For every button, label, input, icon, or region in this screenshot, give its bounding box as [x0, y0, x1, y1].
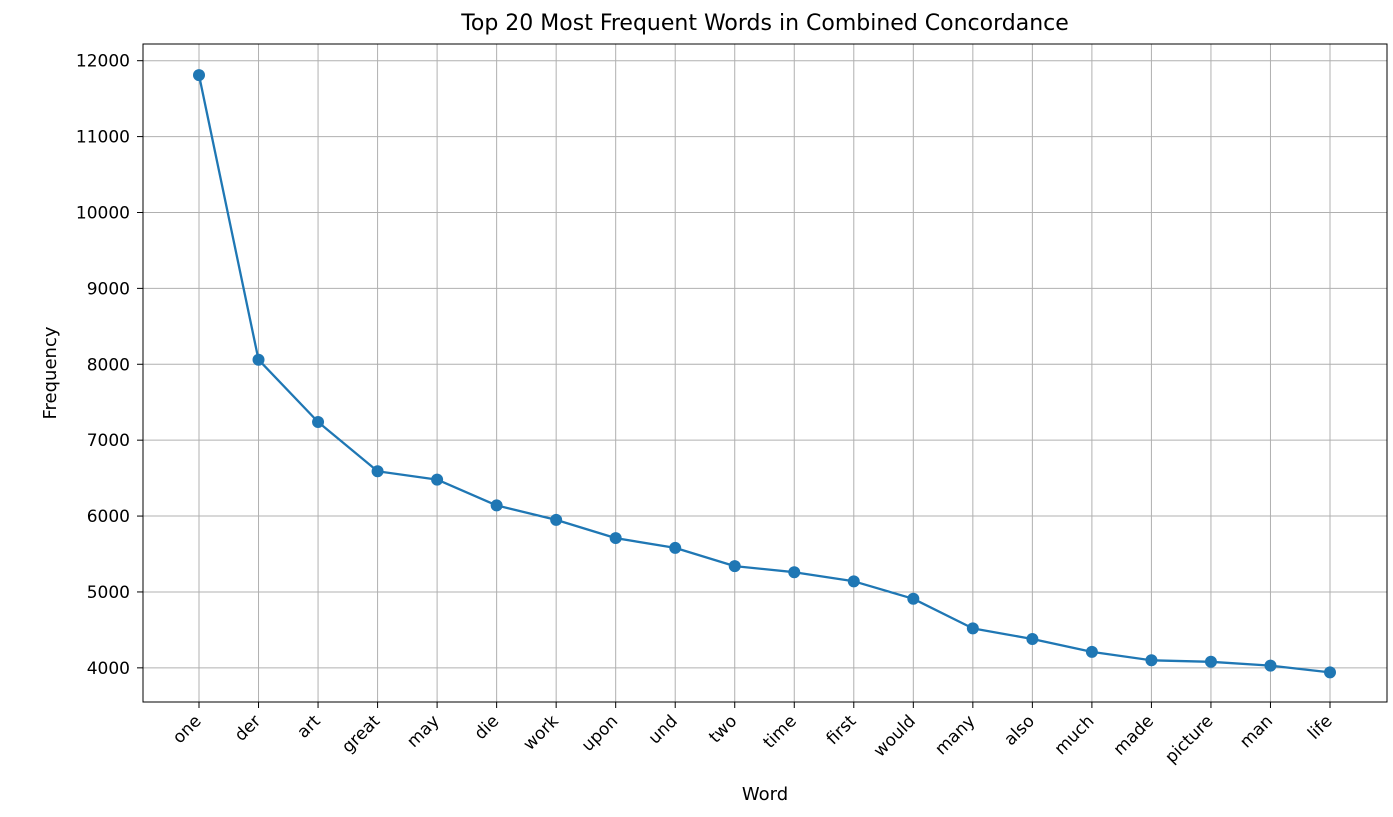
data-point-die: [490, 499, 503, 512]
x-tick-label: many: [931, 711, 979, 759]
data-point-und: [669, 541, 682, 554]
data-point-two: [728, 560, 741, 573]
data-point-may: [431, 473, 444, 486]
data-point-made: [1145, 654, 1158, 667]
series-line: [197, 74, 1331, 674]
data-point-work: [550, 513, 563, 526]
data-point-first: [847, 575, 860, 588]
x-tick-label: also: [1000, 711, 1038, 749]
y-axis: 4000 5000 6000 7000 8000 9000 10000 11000 12000: [76, 52, 143, 679]
x-tick-label: man: [1236, 711, 1277, 752]
y-tick-label: 12000: [76, 52, 130, 72]
data-point-der: [252, 353, 265, 366]
y-tick-label: 11000: [76, 128, 130, 148]
series-frequency: [193, 69, 1336, 679]
x-tick-label: made: [1110, 711, 1158, 759]
data-point-many: [966, 622, 979, 635]
x-tick-label: great: [338, 711, 384, 757]
x-tick-label: one: [169, 711, 206, 748]
x-tick-label: first: [823, 711, 861, 749]
grid-lines: [143, 44, 1387, 702]
chart-title: Top 20 Most Frequent Words in Combined C…: [460, 11, 1069, 36]
data-point-one: [193, 69, 205, 82]
x-tick-label: art: [293, 711, 324, 742]
data-point-life: [1324, 666, 1336, 679]
data-point-would: [907, 592, 920, 605]
x-tick-label: much: [1051, 711, 1099, 759]
y-tick-label: 8000: [87, 355, 130, 375]
data-point-time: [788, 566, 801, 579]
x-tick-label: may: [403, 711, 443, 751]
x-tick-label: upon: [578, 711, 622, 755]
data-point-art: [312, 415, 325, 428]
data-point-upon: [609, 532, 622, 545]
plot-area-frame: [142, 43, 1388, 703]
data-point-picture: [1204, 655, 1217, 668]
y-tick-label: 10000: [76, 203, 130, 223]
data-point-also: [1026, 633, 1039, 646]
y-axis-label: Frequency: [40, 326, 61, 419]
x-tick-label: und: [645, 711, 682, 748]
y-tick-label: 9000: [87, 279, 130, 299]
data-point-much: [1085, 645, 1098, 658]
data-point-great: [371, 465, 384, 478]
x-tick-label: picture: [1161, 711, 1217, 767]
y-tick-label: 4000: [87, 659, 130, 679]
data-point-man: [1264, 659, 1277, 672]
y-tick-label: 7000: [87, 431, 130, 451]
x-tick-label: die: [471, 711, 504, 744]
x-tick-label: work: [519, 711, 562, 754]
x-tick-label: der: [231, 711, 265, 745]
x-tick-label: two: [705, 711, 741, 747]
x-tick-label: would: [870, 711, 920, 761]
x-axis-label: Word: [742, 784, 788, 805]
y-tick-label: 5000: [87, 583, 130, 603]
y-tick-label: 6000: [87, 507, 130, 527]
x-tick-label: time: [759, 711, 800, 752]
x-axis: one der art great may die work upon und two time fi…: [169, 702, 1337, 768]
x-tick-label: life: [1304, 711, 1336, 743]
